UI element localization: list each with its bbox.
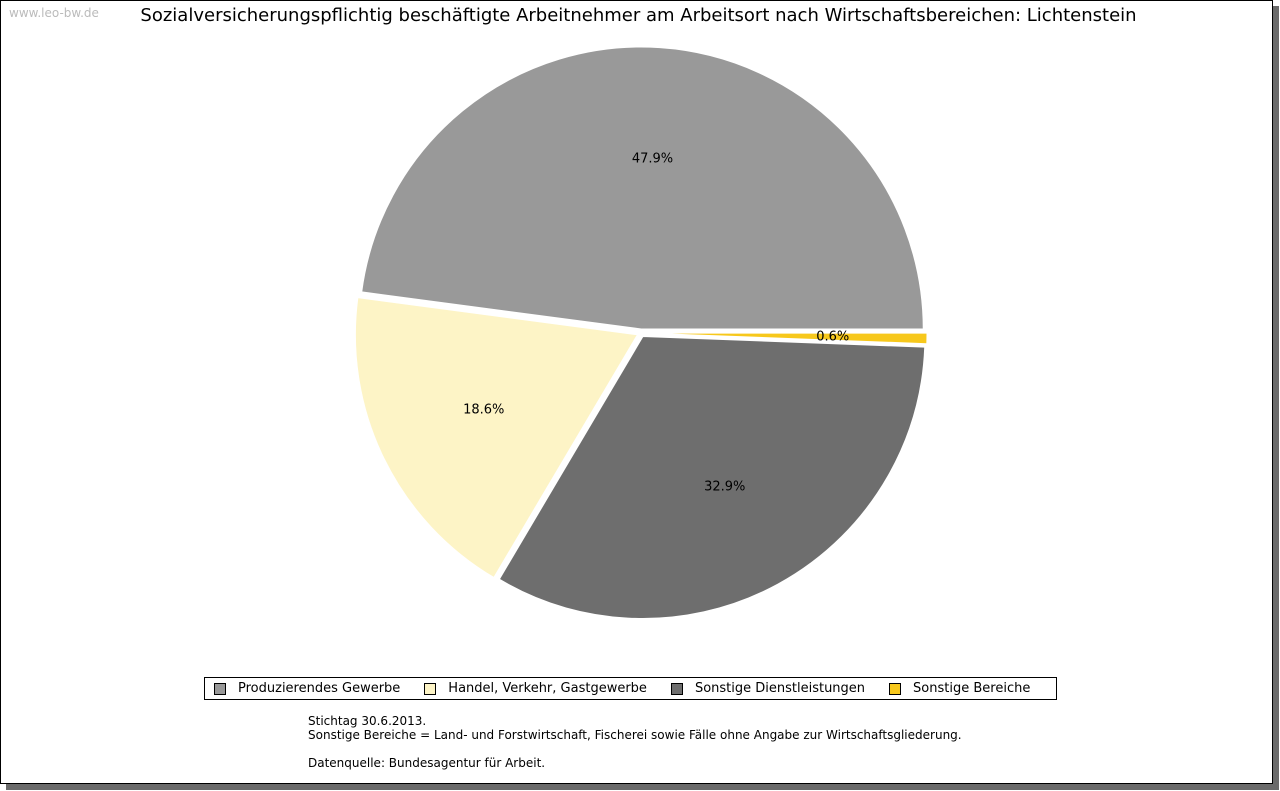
note-source: Datenquelle: Bundesagentur für Arbeit.	[308, 756, 546, 770]
legend-label: Sonstige Bereiche	[913, 681, 1031, 696]
pie-chart: 47.9% 18.6% 32.9% 0.6%	[354, 46, 928, 620]
legend-item: Sonstige Dienstleistungen	[670, 681, 866, 696]
pie-slice	[498, 336, 926, 620]
pie-slice	[354, 297, 639, 579]
legend-swatch	[214, 682, 226, 695]
legend-swatch	[670, 682, 683, 695]
note-definition: Sonstige Bereiche = Land- und Forstwirts…	[308, 728, 962, 742]
slice-label: 0.6%	[816, 330, 849, 345]
slice-label: 47.9%	[632, 152, 673, 167]
pie-slice	[361, 46, 924, 330]
legend-label: Sonstige Dienstleistungen	[694, 681, 866, 696]
legend-item: Produzierendes Gewerbe	[214, 681, 400, 696]
footnotes: Stichtag 30.6.2013. Sonstige Bereiche = …	[308, 714, 962, 770]
slice-label: 32.9%	[704, 479, 745, 494]
legend-swatch	[424, 682, 437, 695]
legend: Produzierendes Gewerbe Handel, Verkehr, …	[204, 677, 1057, 700]
slice-label: 18.6%	[463, 402, 504, 417]
note-date: Stichtag 30.6.2013.	[308, 714, 427, 728]
legend-label: Produzierendes Gewerbe	[238, 681, 401, 696]
legend-label: Handel, Verkehr, Gastgewerbe	[448, 681, 647, 696]
chart-title: Sozialversicherungspflichtig beschäftigt…	[140, 5, 1137, 26]
legend-item: Handel, Verkehr, Gastgewerbe	[424, 681, 647, 696]
legend-item: Sonstige Bereiche	[889, 681, 1030, 696]
pie-slice	[644, 332, 928, 345]
legend-swatch	[889, 682, 902, 695]
watermark: www.leo-bw.de	[9, 6, 99, 20]
